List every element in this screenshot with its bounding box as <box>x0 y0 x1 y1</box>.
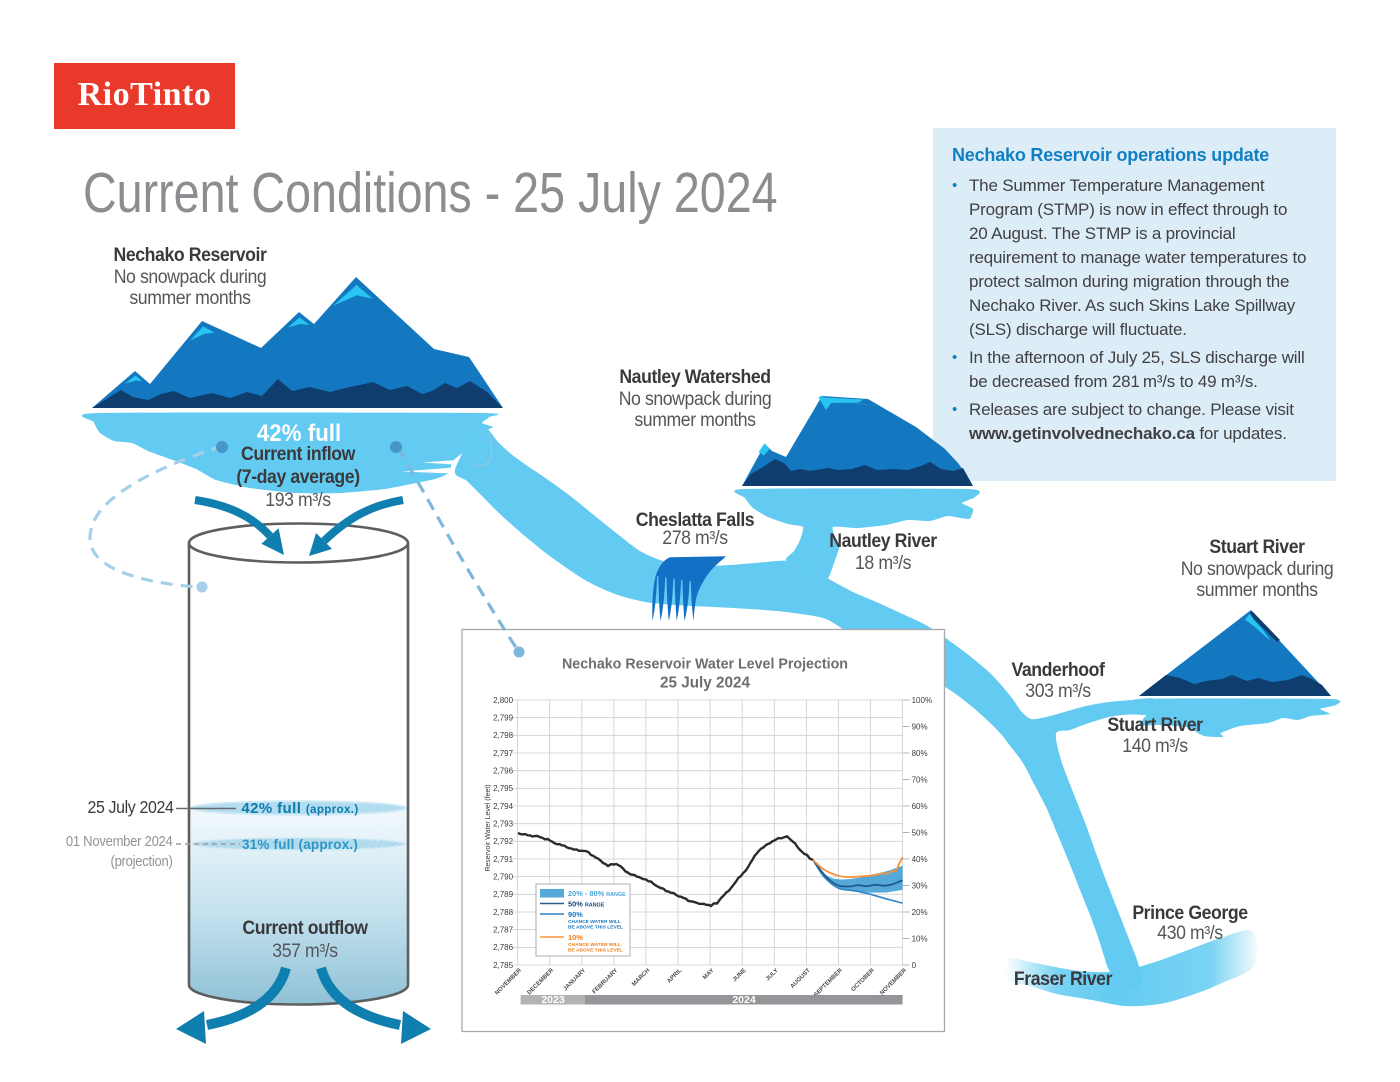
svg-text:Nechako Reservoir Water Level: Nechako Reservoir Water Level Projection <box>562 657 848 673</box>
svg-text:2,789: 2,789 <box>493 890 514 899</box>
svg-text:20% - 80% RANGE: 20% - 80% RANGE <box>568 889 626 898</box>
svg-text:2,798: 2,798 <box>493 731 514 740</box>
svg-text:50%: 50% <box>912 828 928 837</box>
svg-text:31% full (approx.): 31% full (approx.) <box>242 837 358 852</box>
svg-text:2,790: 2,790 <box>493 873 514 882</box>
svg-text:60%: 60% <box>912 802 928 811</box>
svg-text:30%: 30% <box>912 881 928 890</box>
svg-text:50% RANGE: 50% RANGE <box>568 900 605 909</box>
svg-text:25 July 2024: 25 July 2024 <box>660 675 750 692</box>
svg-text:2,796: 2,796 <box>493 767 514 776</box>
svg-text:90%: 90% <box>568 910 583 919</box>
svg-text:90%: 90% <box>912 722 928 731</box>
svg-text:80%: 80% <box>912 749 928 758</box>
svg-text:CHANCE WATER WILL: CHANCE WATER WILL <box>568 942 621 948</box>
svg-text:2,800: 2,800 <box>493 696 514 705</box>
svg-text:20%: 20% <box>912 908 928 917</box>
svg-text:70%: 70% <box>912 775 928 784</box>
svg-text:BE ABOVE THIS LEVEL: BE ABOVE THIS LEVEL <box>568 948 623 954</box>
svg-text:2,785: 2,785 <box>493 961 514 970</box>
svg-text:2,793: 2,793 <box>493 820 514 829</box>
svg-text:2,786: 2,786 <box>493 943 514 952</box>
svg-text:10%: 10% <box>568 933 583 942</box>
svg-text:2,787: 2,787 <box>493 926 514 935</box>
svg-text:2,797: 2,797 <box>493 749 514 758</box>
svg-text:42% full (approx.): 42% full (approx.) <box>241 800 358 817</box>
svg-text:2,799: 2,799 <box>493 714 514 723</box>
svg-text:2024: 2024 <box>732 994 756 1006</box>
svg-text:CHANCE WATER WILL: CHANCE WATER WILL <box>568 919 621 925</box>
svg-text:40%: 40% <box>912 855 928 864</box>
svg-text:2,791: 2,791 <box>493 855 514 864</box>
svg-text:2023: 2023 <box>541 994 565 1006</box>
svg-text:2,788: 2,788 <box>493 908 514 917</box>
svg-text:BE ABOVE THIS LEVEL: BE ABOVE THIS LEVEL <box>568 925 623 931</box>
svg-text:2,795: 2,795 <box>493 784 514 793</box>
svg-text:0: 0 <box>912 961 917 970</box>
svg-text:10%: 10% <box>912 934 928 943</box>
svg-text:2,792: 2,792 <box>493 837 514 846</box>
svg-text:Reservoir Water Level (feet): Reservoir Water Level (feet) <box>485 784 492 871</box>
svg-text:2,794: 2,794 <box>493 802 514 811</box>
svg-text:100%: 100% <box>912 696 932 705</box>
